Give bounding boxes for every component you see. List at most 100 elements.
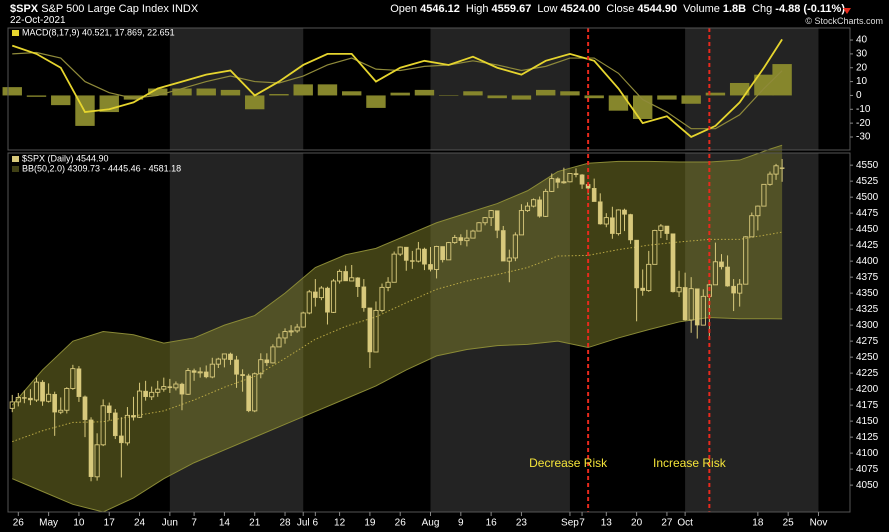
- candle-body: [106, 405, 112, 414]
- y-tick-label: 4425: [856, 240, 879, 251]
- candle-body: [349, 277, 355, 282]
- x-tick-label: Jul: [297, 518, 310, 529]
- index-name: S&P 500 Large Cap Index: [41, 3, 169, 15]
- x-tick-label: 26: [395, 518, 407, 529]
- y-tick-label: 4200: [856, 384, 879, 395]
- candle-body: [652, 229, 658, 265]
- candle-body: [70, 368, 76, 389]
- candle-body: [555, 178, 561, 183]
- candle-body: [719, 261, 724, 268]
- candle-body: [634, 239, 639, 289]
- macd-histogram-bar: [366, 95, 386, 108]
- candle-body: [294, 326, 300, 332]
- y-tick-label: 4450: [856, 224, 879, 235]
- y-tick-label: 4375: [856, 272, 879, 283]
- macd-histogram-bar: [2, 87, 22, 96]
- candle-body: [246, 375, 251, 412]
- candle-body: [240, 374, 245, 376]
- macd-histogram-bar: [560, 91, 580, 96]
- quote-label: Low: [537, 3, 558, 15]
- macd-histogram-bar: [390, 92, 410, 96]
- candle-body: [22, 397, 27, 399]
- candle-body: [622, 209, 627, 215]
- candle-body: [767, 173, 773, 185]
- macd-histogram-bar: [584, 95, 604, 99]
- y-tick-label: 4325: [856, 304, 879, 315]
- candle-body: [464, 237, 470, 242]
- candle-body: [100, 405, 106, 446]
- candle-body: [203, 371, 209, 378]
- macd-histogram-bar: [342, 91, 362, 96]
- candle-body: [40, 381, 45, 402]
- candle-body: [506, 257, 512, 262]
- candle-body: [755, 205, 761, 217]
- x-tick-label: 14: [219, 518, 231, 529]
- macd-histogram-bar: [269, 94, 289, 96]
- candle-body: [524, 205, 531, 212]
- plot: [2, 38, 792, 513]
- candle-body: [343, 271, 348, 282]
- candle-body: [318, 287, 324, 299]
- candle-body: [579, 174, 585, 185]
- x-tick-label: Oct: [677, 518, 693, 529]
- quote-value: 4524.00: [560, 3, 601, 15]
- x-tick-label: Jun: [162, 518, 178, 529]
- x-tick-label: 13: [601, 518, 613, 529]
- candle-body: [197, 371, 203, 374]
- candle-body: [664, 225, 670, 234]
- candle-body: [646, 263, 652, 292]
- x-tick-label: 17: [104, 518, 116, 529]
- header-left: $SPX S&P 500 Large Cap Index INDX: [10, 3, 198, 15]
- change-arrow: [843, 8, 851, 14]
- candle-body: [530, 199, 537, 207]
- candle-body: [337, 270, 343, 282]
- candle-body: [228, 353, 233, 360]
- y-tick-label: 4100: [856, 448, 879, 459]
- y-tick-label: 4275: [856, 336, 879, 347]
- candle-body: [252, 373, 258, 412]
- candle-body: [325, 287, 330, 313]
- price-legend: BB(50,2.0) 4309.73 - 4445.46 - 4581.18: [22, 163, 181, 173]
- macd-histogram-bar: [681, 95, 701, 104]
- candle-body: [313, 291, 318, 298]
- candle-body: [494, 210, 500, 231]
- x-tick-label: 7: [579, 518, 585, 529]
- x-tick-label: Sep: [561, 518, 579, 529]
- candle-body: [124, 414, 130, 444]
- x-tick-label: 25: [783, 518, 795, 529]
- x-tick-label: 28: [279, 518, 291, 529]
- candle-body: [682, 287, 688, 321]
- candle-body: [131, 415, 136, 418]
- candle-body: [112, 412, 118, 437]
- y-tick-label: 4500: [856, 192, 879, 203]
- macd-histogram-bar: [196, 88, 216, 96]
- y-tick-label: 4125: [856, 432, 879, 443]
- candle-body: [185, 370, 191, 395]
- candle-body: [403, 246, 409, 261]
- candle-body: [52, 394, 57, 413]
- x-tick-label: Aug: [422, 518, 440, 529]
- bollinger-lower: [12, 316, 783, 513]
- bollinger-middle: [12, 231, 783, 443]
- candle-body: [15, 397, 21, 403]
- annotation-text: Decrease Risk: [529, 456, 608, 470]
- month-shade: [430, 28, 570, 150]
- candle-body: [306, 291, 312, 314]
- candle-body: [567, 173, 573, 183]
- candle-body: [94, 444, 100, 478]
- candle-body: [737, 283, 743, 294]
- legend-icon: [12, 156, 19, 162]
- macd-histogram-bar: [148, 88, 168, 96]
- candle-body: [82, 396, 88, 421]
- macd-line: [11, 38, 783, 139]
- candle-body: [488, 210, 494, 219]
- candle-body: [512, 234, 518, 259]
- macd-histogram-bar: [729, 82, 750, 96]
- y-tick-label: 4225: [856, 368, 879, 379]
- price-legend: $SPX (Daily) 4544.90: [22, 153, 109, 163]
- candle-body: [9, 401, 15, 409]
- candle-body: [397, 246, 403, 255]
- candle-body: [46, 393, 52, 402]
- y-tick-label: 4250: [856, 352, 879, 363]
